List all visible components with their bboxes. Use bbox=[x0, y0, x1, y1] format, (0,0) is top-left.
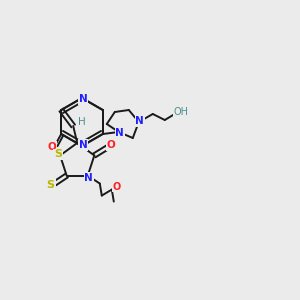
Text: S: S bbox=[54, 149, 62, 159]
Text: N: N bbox=[79, 140, 87, 150]
Text: N: N bbox=[116, 128, 124, 138]
Text: N: N bbox=[79, 94, 87, 104]
Text: N: N bbox=[84, 172, 93, 183]
Text: O: O bbox=[113, 182, 121, 192]
Text: OH: OH bbox=[173, 107, 188, 117]
Text: O: O bbox=[107, 140, 116, 150]
Text: S: S bbox=[46, 180, 55, 190]
Text: N: N bbox=[135, 116, 144, 126]
Text: H: H bbox=[78, 117, 86, 127]
Text: O: O bbox=[48, 142, 57, 152]
